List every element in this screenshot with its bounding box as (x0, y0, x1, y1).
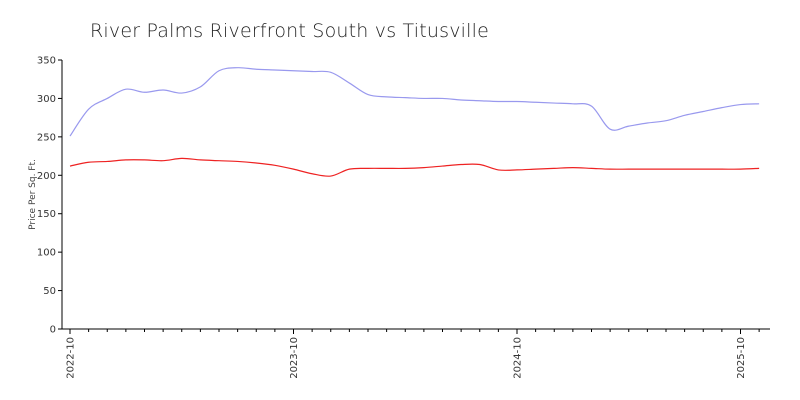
series-line-1 (69, 67, 760, 137)
axes: 0 50 100 150 200 250 300 350 2022-10 2023-10 2024-… (37, 56, 770, 379)
x-tick-label: 2023-10 (289, 337, 300, 379)
y-tick-label: 100 (37, 248, 56, 259)
y-tick-label: 300 (37, 94, 56, 105)
y-tick-label: 50 (43, 286, 56, 297)
x-tick-label: 2022-10 (66, 337, 77, 379)
y-axis-label: Price Per Sq. Ft. (28, 159, 38, 230)
y-tick-label: 200 (37, 171, 56, 182)
y-tick-label: 250 (37, 132, 56, 143)
y-tick-label: 0 (50, 325, 56, 336)
x-tick-label: 2024-10 (513, 337, 524, 379)
series-lines (69, 67, 760, 177)
series-line-2 (69, 157, 760, 177)
y-tick-label: 350 (37, 56, 56, 67)
y-tick-label: 150 (37, 209, 56, 220)
chart-title: River Palms Riverfront South vs Titusvil… (90, 20, 490, 42)
x-tick-label: 2025-10 (736, 337, 747, 379)
